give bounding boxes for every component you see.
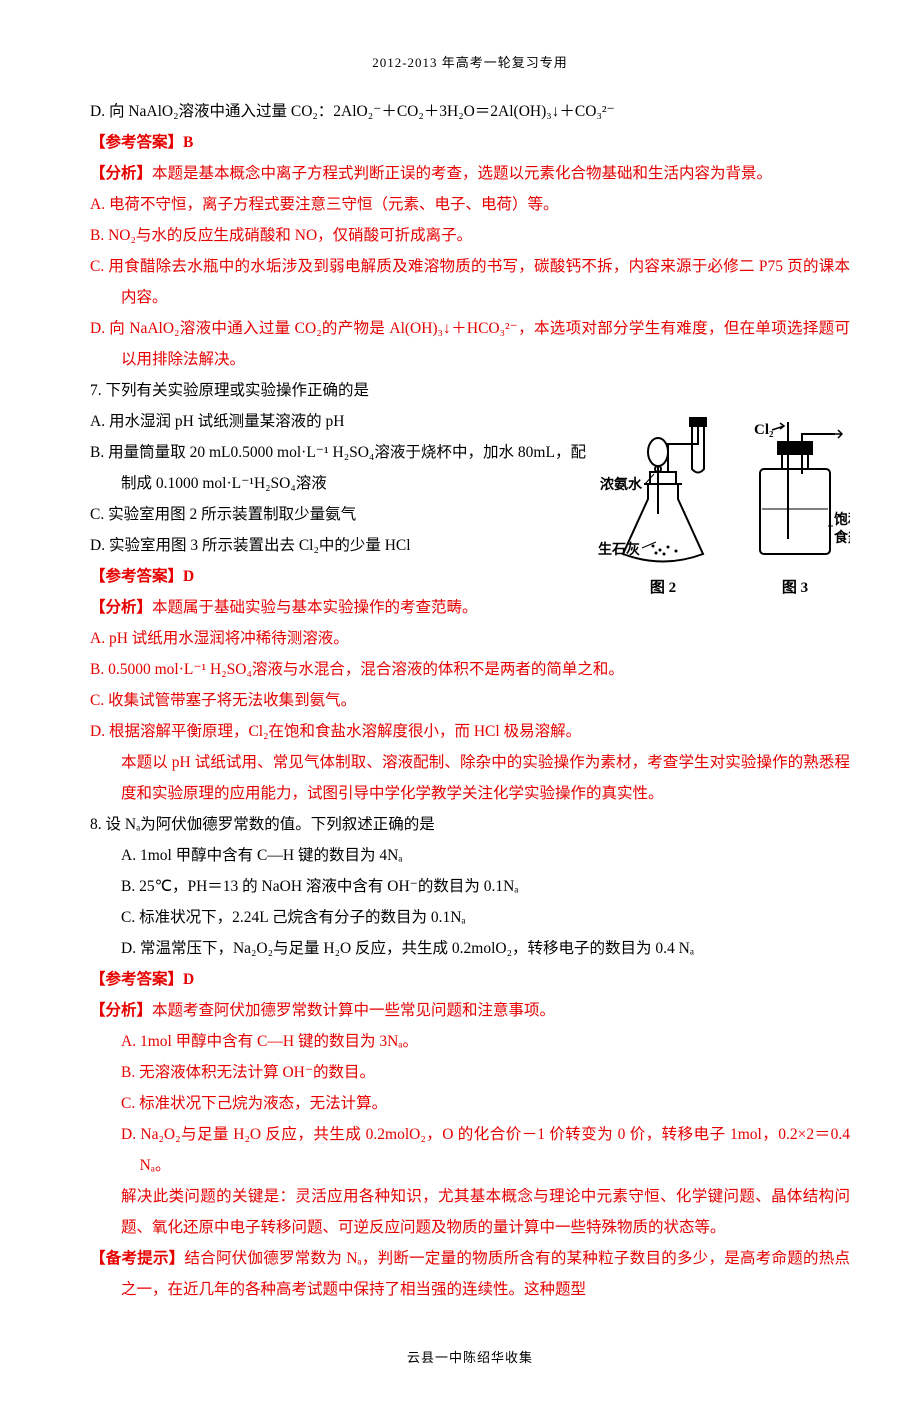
figure-2: 浓氨水 生石灰 图 2 [598,414,728,603]
page-header: 2012-2013 年高考一轮复习专用 [90,50,850,76]
q8-option-a: A. 1mol 甲醇中含有 C—H 键的数目为 4Nₐ [90,840,850,871]
fig3-label-salt2: 食盐水 [834,529,850,546]
q7-stem: 7. 下列有关实验原理或实验操作正确的是 [90,375,850,406]
fig2-label-ammonia: 浓氨水 [600,476,643,493]
q8-exp-c: C. 标准状况下己烷为液态，无法计算。 [90,1088,850,1119]
q8-analysis-text: 本题考查阿伏加德罗常数计算中一些常见问题和注意事项。 [152,1002,555,1019]
q7-analysis: 【分析】本题属于基础实验与基本实验操作的考查范畴。 [90,592,590,623]
q6-exp-b: B. NO₂与水的反应生成硝酸和 NO，仅硝酸可折成离子。 [90,220,850,251]
fig3-caption: 图 3 [782,573,808,603]
q7-exp-b: B. 0.5000 mol·L⁻¹ H₂SO₄溶液与水混合，混合溶液的体积不是两… [90,654,850,685]
q6-analysis: 【分析】本题是基本概念中离子方程式判断正误的考查，选题以元素化合物基础和生活内容… [90,158,850,189]
fig2-caption: 图 2 [650,573,676,603]
q8-stem: 8. 设 Nₐ为阿伏伽德罗常数的值。下列叙述正确的是 [90,809,850,840]
q7-option-b: B. 用量筒量取 20 mL0.5000 mol·L⁻¹ H₂SO₄溶液于烧杯中… [90,437,590,499]
fig3-label-salt1: 饱和 [834,511,850,528]
q8-exp-d: D. Na₂O₂与足量 H₂O 反应，共生成 0.2molO₂，O 的化合价－1… [90,1119,850,1181]
q6-exp-d: D. 向 NaAlO₂溶液中通入过量 CO₂的产物是 Al(OH)₃↓＋HCO₃… [90,313,850,375]
q6-analysis-label: 【分析】 [90,165,152,182]
q8-tip-text: 结合阿伏伽德罗常数为 Nₐ，判断一定量的物质所含有的某种粒子数目的多少，是高考命… [121,1250,850,1298]
q7-exp-d1: D. 根据溶解平衡原理，Cl₂在饱和食盐水溶解度很小，而 HCl 极易溶解。 [90,716,850,747]
q8-summary: 解决此类问题的关键是：灵活应用各种知识，尤其基本概念与理论中元素守恒、化学键问题… [90,1181,850,1243]
q6-exp-a: A. 电荷不守恒，离子方程式要注意三守恒（元素、电子、电荷）等。 [90,189,850,220]
q7-analysis-text: 本题属于基础实验与基本实验操作的考查范畴。 [152,599,478,616]
q6-option-d: D. 向 NaAlO₂溶液中通入过量 CO₂：2AlO₂⁻＋CO₂＋3H₂O＝2… [90,96,850,127]
q7-exp-d2: 本题以 pH 试纸试用、常见气体制取、溶液配制、除杂中的实验操作为素材，考查学生… [90,747,850,809]
q8-tip-label: 【备考提示】 [90,1250,185,1267]
q8-answer-label: 【参考答案】D [90,964,850,995]
q8-exp-b: B. 无溶液体积无法计算 OH⁻的数目。 [90,1057,850,1088]
q8-option-c: C. 标准状况下，2.24L 己烷含有分子的数目为 0.1Nₐ [90,902,850,933]
q8-tip: 【备考提示】结合阿伏伽德罗常数为 Nₐ，判断一定量的物质所含有的某种粒子数目的多… [90,1243,850,1305]
q8-analysis-label: 【分析】 [90,1002,152,1019]
fig3-label-cl2: Cl₂ [754,422,774,438]
q7-exp-c: C. 收集试管带塞子将无法收集到氨气。 [90,685,850,716]
q8-analysis: 【分析】本题考查阿伏加德罗常数计算中一些常见问题和注意事项。 [90,995,850,1026]
q6-analysis-text: 本题是基本概念中离子方程式判断正误的考查，选题以元素化合物基础和生活内容为背景。 [152,165,772,182]
q6-exp-c: C. 用食醋除去水瓶中的水垢涉及到弱电解质及难溶物质的书写，碳酸钙不拆，内容来源… [90,251,850,313]
page-footer: 云县一中陈绍华收集 [90,1345,850,1371]
q6-answer-label: 【参考答案】B [90,127,850,158]
q8-option-b: B. 25℃，PH＝13 的 NaOH 溶液中含有 OH⁻的数目为 0.1Nₐ [90,871,850,902]
q8-exp-a: A. 1mol 甲醇中含有 C—H 键的数目为 3Nₐ。 [90,1026,850,1057]
q7-analysis-label: 【分析】 [90,599,152,616]
q7-exp-a: A. pH 试纸用水湿润将冲稀待测溶液。 [90,623,850,654]
q8-option-d: D. 常温常压下，Na₂O₂与足量 H₂O 反应，共生成 0.2molO₂，转移… [90,933,850,964]
figure-3: Cl₂ 饱和 食盐水 图 3 [740,414,850,603]
fig2-label-lime: 生石灰 [598,541,640,558]
figure-group: 浓氨水 生石灰 图 2 [598,414,850,603]
